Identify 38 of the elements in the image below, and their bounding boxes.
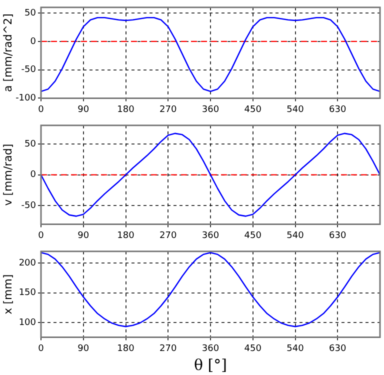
y-tick-label: 0: [30, 170, 36, 180]
x-tick-label: 540: [286, 230, 304, 241]
y-axis-title: a [mm/rad^2]: [1, 14, 14, 92]
x-tick-label: 360: [202, 230, 220, 241]
y-axis-title: v [mm/rad]: [1, 144, 14, 206]
y-tick-label: -50: [21, 201, 36, 212]
x-tick-label: 630: [329, 230, 346, 241]
y-axis-title: x [mm]: [1, 274, 14, 314]
y-tick-label: 0: [30, 36, 36, 47]
x-tick-label: 270: [160, 104, 177, 115]
x-tick-label: 360: [202, 344, 220, 354]
x-tick-label: 540: [286, 104, 304, 115]
x-tick-label: 180: [117, 344, 135, 354]
y-tick-label: -100: [16, 94, 36, 104]
y-tick-label: 50: [24, 8, 36, 18]
y-tick-label: 200: [18, 258, 36, 269]
x-tick-label: 630: [329, 104, 346, 115]
x-tick-label: 450: [244, 344, 262, 354]
x-tick-label: 0: [38, 104, 44, 115]
x-tick-label: 90: [78, 344, 90, 354]
x-tick-label: 630: [329, 344, 346, 354]
y-tick-label: -50: [21, 65, 36, 76]
x-tick-label: 180: [117, 230, 135, 241]
x-tick-label: 180: [117, 104, 135, 115]
x-axis-title: θ [°]: [194, 356, 228, 374]
y-tick-label: 100: [18, 318, 36, 328]
x-tick-label: 90: [78, 104, 90, 115]
x-tick-label: 450: [244, 230, 262, 241]
y-tick-label: 150: [18, 288, 36, 298]
x-tick-label: 450: [244, 104, 262, 115]
x-tick-label: 0: [38, 344, 44, 354]
x-tick-label: 270: [160, 344, 177, 354]
x-tick-label: 0: [38, 230, 44, 241]
x-tick-label: 360: [202, 104, 220, 115]
x-tick-label: 270: [160, 230, 177, 241]
x-tick-label: 540: [286, 344, 304, 354]
y-tick-label: 50: [24, 139, 36, 150]
x-tick-label: 90: [78, 230, 90, 241]
